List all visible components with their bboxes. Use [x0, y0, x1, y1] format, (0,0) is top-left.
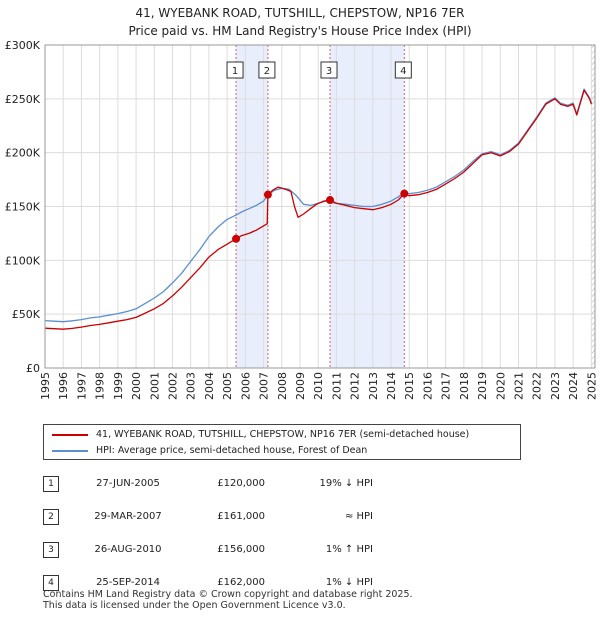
series-line-property: [44, 89, 593, 330]
marker-badge-label: 3: [326, 66, 332, 77]
x-tick-label: 2018: [458, 372, 471, 400]
marker-badge-label: 2: [264, 66, 270, 77]
table-row: 4 25-SEP-2014 £162,000 1% ↓ HPI: [43, 569, 543, 602]
transactions-table: 1 27-JUN-2005 £120,000 19% ↓ HPI 2 29-MA…: [43, 470, 543, 602]
legend-item-hpi: HPI: Average price, semi-detached house,…: [52, 443, 367, 459]
x-tick-label: 1995: [39, 372, 52, 400]
y-tick-label: £150K: [5, 201, 41, 214]
x-tick-label: 1999: [112, 372, 125, 400]
legend-label-property: 41, WYEBANK ROAD, TUTSHILL, CHEPSTOW, NP…: [96, 429, 470, 440]
x-tick-label: 2015: [403, 372, 416, 400]
x-tick-label: 2003: [185, 372, 198, 400]
legend-label-hpi: HPI: Average price, semi-detached house,…: [96, 445, 368, 456]
y-tick-label: £0: [26, 362, 40, 375]
x-tick-label: 1997: [75, 372, 88, 400]
sale-point: [400, 189, 409, 198]
x-tick-label: 2004: [203, 372, 216, 400]
y-tick-label: £300K: [5, 39, 41, 52]
transaction-hpi-diff: 1% ↑ HPI: [325, 544, 373, 555]
x-tick-label: 2002: [166, 372, 179, 400]
transaction-number-badge: 3: [43, 542, 59, 558]
plot-border: [44, 44, 596, 369]
transaction-date: 29-MAR-2007: [94, 511, 162, 522]
transaction-price: £120,000: [217, 478, 265, 489]
transaction-price: £156,000: [217, 544, 265, 555]
marker-badge: [258, 61, 276, 79]
x-tick-label: 2020: [494, 372, 507, 400]
transaction-date: 27-JUN-2005: [96, 478, 160, 489]
x-tick-label: 2016: [421, 372, 434, 400]
marker-badge-label: 4: [400, 66, 406, 77]
y-tick-label: £50K: [12, 308, 41, 321]
transaction-hpi-diff: ≈ HPI: [344, 511, 373, 522]
transaction-price: £162,000: [217, 577, 265, 588]
y-tick-label: £200K: [5, 147, 41, 160]
x-tick-label: 2013: [367, 372, 380, 400]
marker-badge-label: 1: [232, 66, 238, 77]
x-tick-label: 2017: [440, 372, 453, 400]
x-tick-label: 2019: [476, 372, 489, 400]
sale-point: [326, 196, 335, 205]
legend-swatch-hpi: [52, 449, 88, 452]
table-row: 1 27-JUN-2005 £120,000 19% ↓ HPI: [43, 470, 543, 503]
x-tick-label: 2006: [239, 372, 252, 400]
marker-badge: [320, 61, 338, 79]
x-tick-label: 1998: [94, 372, 107, 400]
x-tick-label: 2014: [385, 372, 398, 400]
price-chart: £0 £50K £100K £150K £200K £250K £300K 1995 1996 1…: [5, 39, 599, 400]
y-tick-label: £250K: [5, 93, 41, 106]
x-tick-label: 2005: [221, 372, 234, 400]
transaction-number-badge: 4: [43, 575, 59, 591]
chart-subtitle: Price paid vs. HM Land Registry's House …: [128, 24, 472, 38]
marker-badge: [226, 61, 244, 79]
transaction-price: £161,000: [217, 511, 265, 522]
x-tick-label: 2012: [349, 372, 362, 400]
legend: 41, WYEBANK ROAD, TUTSHILL, CHEPSTOW, NP…: [43, 424, 521, 460]
transaction-number-badge: 2: [43, 509, 59, 525]
table-row: 2 29-MAR-2007 £161,000 ≈ HPI: [43, 503, 543, 536]
x-tick-label: 2008: [276, 372, 289, 400]
y-tick-label: £100K: [5, 254, 41, 267]
x-tick-label: 2000: [130, 372, 143, 400]
sale-point: [232, 234, 241, 243]
legend-swatch-property: [52, 433, 88, 436]
footer-copyright: Contains HM Land Registry data © Crown c…: [43, 589, 413, 600]
x-tick-label: 2001: [148, 372, 161, 400]
legend-item-property: 41, WYEBANK ROAD, TUTSHILL, CHEPSTOW, NP…: [52, 427, 469, 443]
x-tick-label: 2007: [258, 372, 271, 400]
x-tick-label: 2022: [531, 372, 544, 400]
x-tick-label: 2023: [549, 372, 562, 400]
x-tick-label: 2009: [294, 372, 307, 400]
table-row: 3 26-AUG-2010 £156,000 1% ↑ HPI: [43, 536, 543, 569]
x-tick-label: 2011: [330, 372, 343, 400]
footer-licence: This data is licensed under the Open Gov…: [43, 600, 346, 611]
transaction-number-badge: 1: [43, 476, 59, 492]
marker-badge: [394, 61, 412, 79]
chart-title: 41, WYEBANK ROAD, TUTSHILL, CHEPSTOW, NP…: [135, 6, 465, 20]
transaction-date: 26-AUG-2010: [94, 544, 162, 555]
transaction-hpi-diff: 1% ↓ HPI: [325, 577, 373, 588]
transaction-hpi-diff: 19% ↓ HPI: [319, 478, 373, 489]
chart-title-block: 41, WYEBANK ROAD, TUTSHILL, CHEPSTOW, NP…: [0, 4, 600, 40]
x-tick-label: 1996: [57, 372, 70, 400]
sale-point: [263, 190, 272, 199]
x-tick-label: 2025: [585, 372, 598, 400]
x-tick-label: 2010: [312, 372, 325, 400]
x-tick-label: 2021: [513, 372, 526, 400]
transaction-date: 25-SEP-2014: [96, 577, 160, 588]
x-tick-label: 2024: [567, 372, 580, 400]
footer-attribution: Contains HM Land Registry data © Crown c…: [43, 589, 413, 611]
